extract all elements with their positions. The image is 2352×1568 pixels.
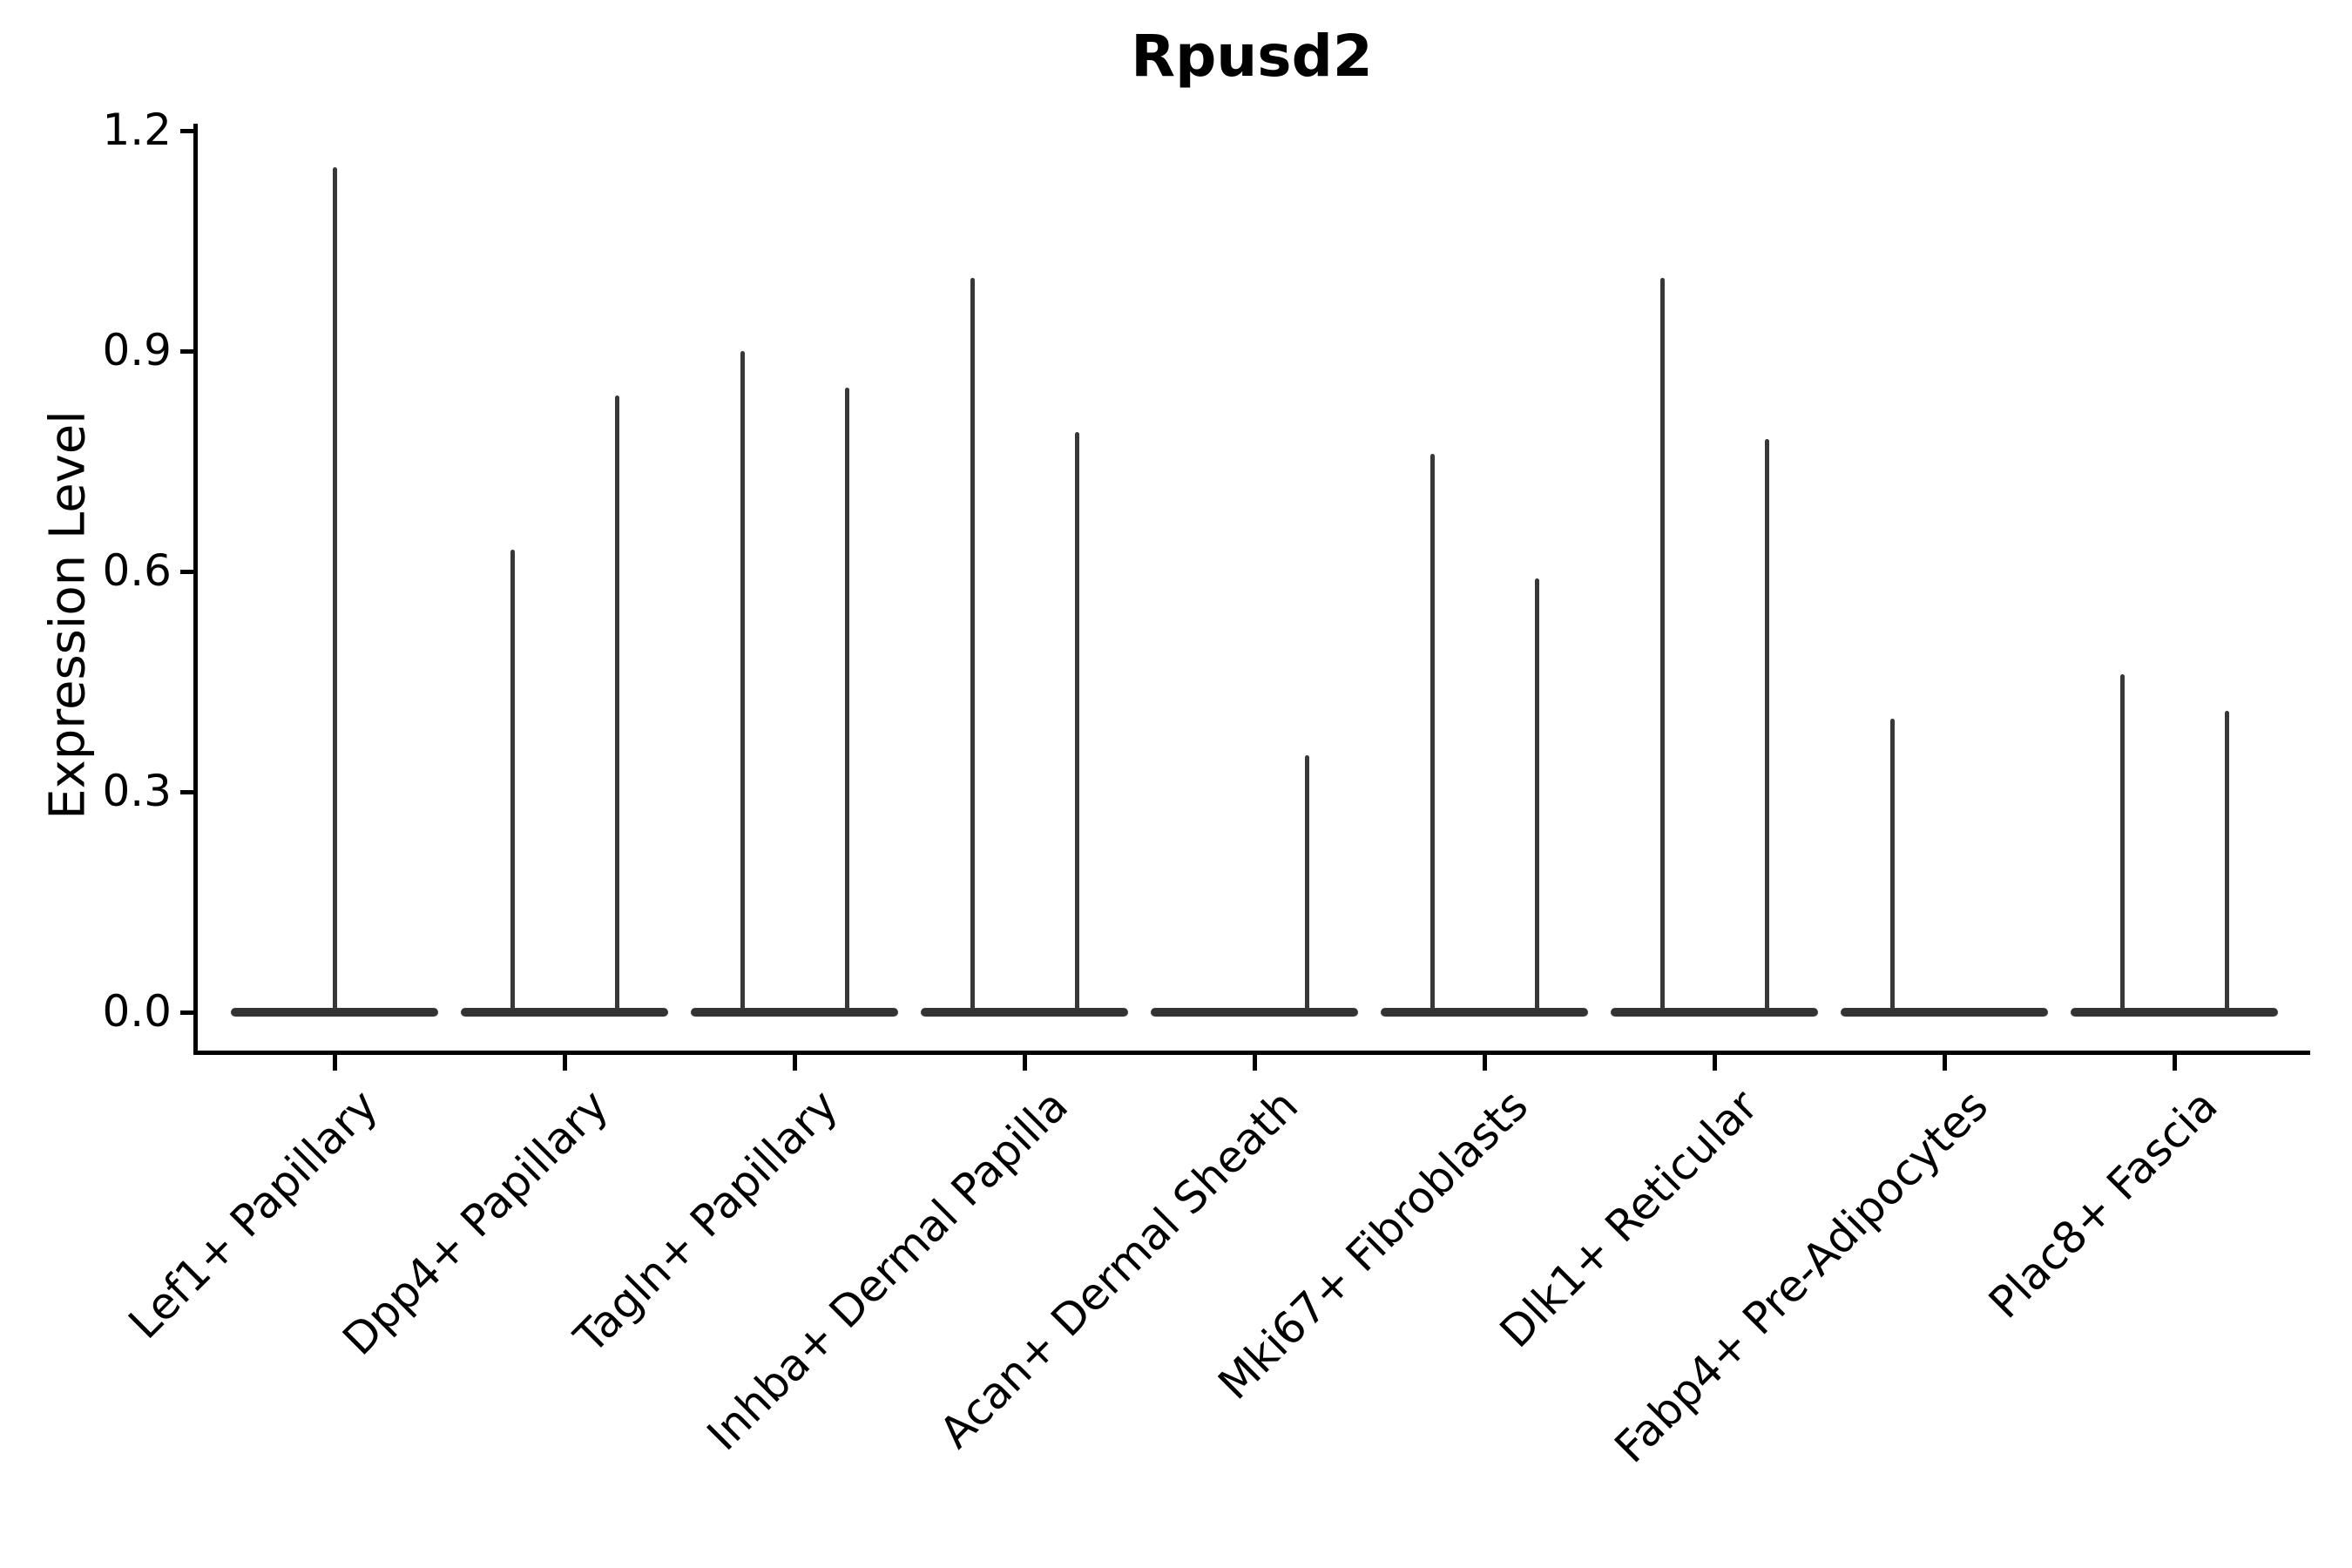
y-tick-mark <box>180 789 193 794</box>
violin-base <box>1611 1008 1818 1017</box>
y-tick-label: 0.9 <box>102 324 172 375</box>
violin-needle <box>332 167 337 1009</box>
violin-needle <box>1534 578 1539 1009</box>
violin-needle <box>2119 674 2125 1009</box>
violin-needle <box>1429 454 1435 1009</box>
violin-needle <box>1659 277 1665 1009</box>
violin-base <box>1841 1008 2048 1017</box>
y-tick-label: 1.2 <box>102 104 172 155</box>
x-axis-line <box>193 1051 2310 1055</box>
x-tick-mark <box>1482 1055 1487 1071</box>
y-axis-label: Expression Level <box>39 410 97 820</box>
violin-needle <box>1304 754 1309 1009</box>
plot-title: Rpusd2 <box>1131 23 1373 90</box>
x-tick-label: Lef1+ Papillary <box>118 1080 389 1349</box>
y-tick-label: 0.3 <box>102 765 172 816</box>
x-tick-mark <box>792 1055 797 1071</box>
violin-base <box>921 1008 1128 1017</box>
x-tick-mark <box>1252 1055 1257 1071</box>
violin-base <box>1381 1008 1588 1017</box>
y-tick-mark <box>180 569 193 574</box>
y-tick-mark <box>180 128 193 133</box>
violin-needle <box>844 388 849 1009</box>
x-tick-mark <box>1022 1055 1027 1071</box>
violin-needle <box>2224 711 2229 1009</box>
violin-needle <box>1889 718 1895 1009</box>
violin-base <box>231 1008 438 1017</box>
violin-needle <box>614 395 619 1009</box>
x-tick-mark <box>1942 1055 1947 1071</box>
x-tick-mark <box>562 1055 567 1071</box>
y-tick-label: 0.0 <box>102 985 172 1037</box>
x-tick-mark <box>332 1055 337 1071</box>
violin-base <box>1151 1008 1358 1017</box>
y-tick-mark <box>180 348 193 354</box>
x-tick-mark <box>1712 1055 1717 1071</box>
violin-base <box>461 1008 668 1017</box>
violin-needle <box>510 549 515 1009</box>
violin-base <box>691 1008 898 1017</box>
y-axis-line <box>193 124 198 1055</box>
violin-needle <box>1764 439 1769 1009</box>
y-tick-mark <box>180 1010 193 1015</box>
x-tick-label: Plac8+ Fascia <box>1979 1080 2228 1328</box>
x-tick-mark <box>2172 1055 2177 1071</box>
y-tick-label: 0.6 <box>102 544 172 596</box>
violin-base <box>2071 1008 2278 1017</box>
violin-needle <box>1074 431 1079 1009</box>
violin-needle <box>970 277 975 1009</box>
violin-needle <box>740 351 745 1009</box>
x-tick-label: Fabp4+ Pre-Adipocytes <box>1605 1080 1998 1473</box>
